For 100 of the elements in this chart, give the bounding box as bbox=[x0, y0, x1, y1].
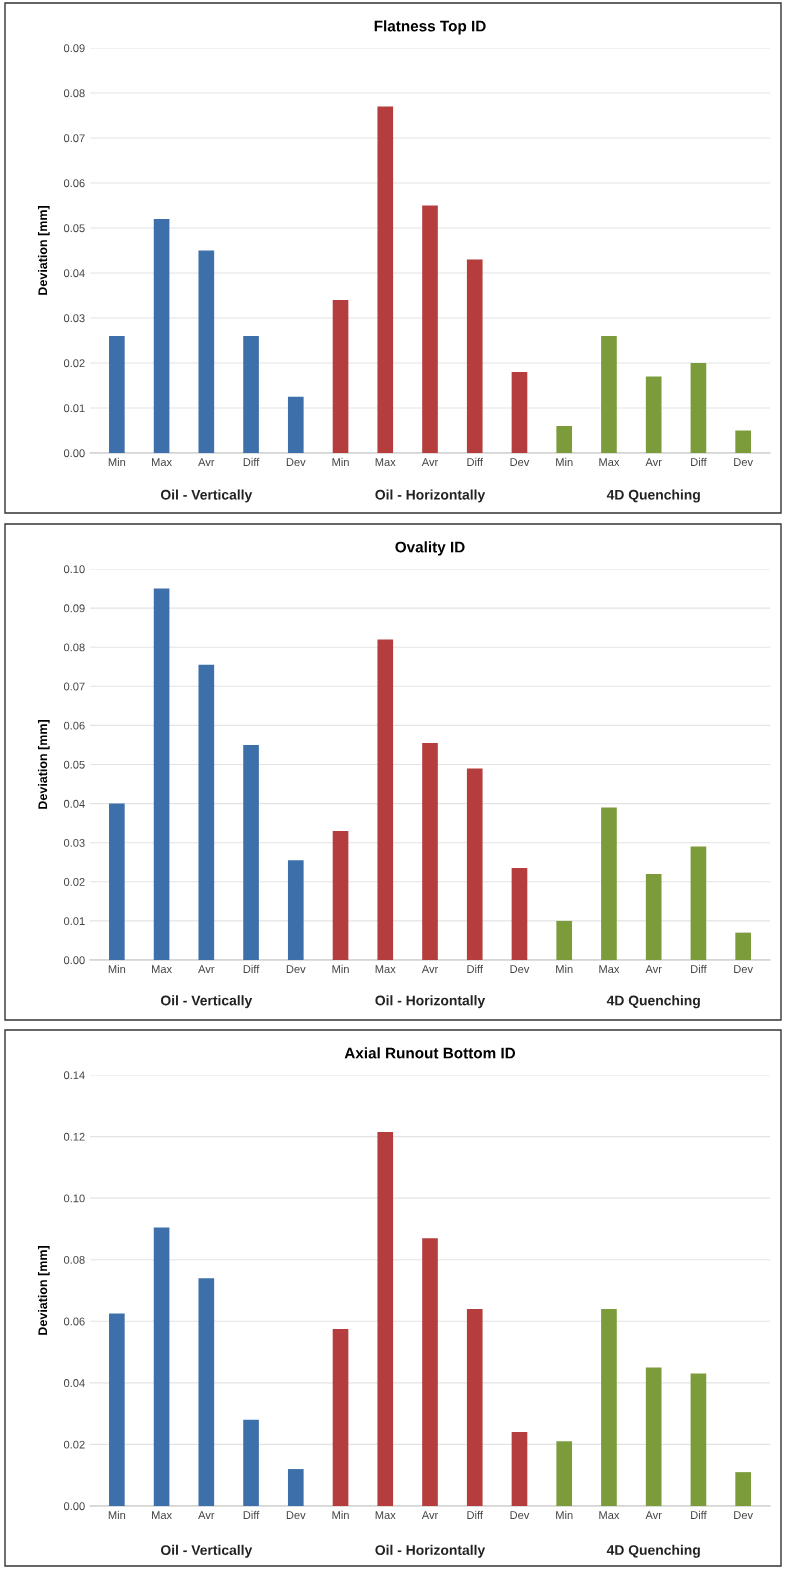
bar bbox=[645, 1367, 662, 1506]
x-tick-label: Dev bbox=[734, 965, 753, 974]
text: 4D Quenching bbox=[606, 489, 700, 503]
bar bbox=[422, 1238, 438, 1506]
x-tick-label: Min bbox=[332, 457, 349, 466]
y-tick-label: 0.14 bbox=[63, 1071, 85, 1080]
text: Oil - Horizontally bbox=[375, 995, 486, 1009]
x-tick-label: Diff bbox=[691, 457, 707, 466]
bar bbox=[198, 250, 215, 453]
x-tick-label: Diff bbox=[243, 457, 260, 466]
y-tick-label: 0.10 bbox=[63, 565, 85, 574]
bar bbox=[511, 868, 528, 960]
text: Oil - Vertically bbox=[160, 1544, 253, 1558]
text: Oil - Horizontally bbox=[375, 489, 486, 503]
x-tick-label: Diff bbox=[691, 1510, 707, 1519]
x-tick-label: Avr bbox=[198, 965, 215, 973]
chart-title: Flatness Top ID bbox=[374, 20, 486, 35]
x-tick-label: Avr bbox=[198, 458, 215, 466]
bar bbox=[377, 639, 394, 960]
y-axis-title: Deviation [mm] bbox=[37, 1246, 50, 1335]
bar bbox=[153, 1227, 170, 1506]
text: Oil - Horizontally bbox=[375, 1544, 486, 1558]
bar bbox=[287, 1469, 304, 1506]
y-tick-label: 0.01 bbox=[63, 404, 85, 413]
bar bbox=[466, 259, 483, 453]
x-tick-label: Min bbox=[108, 457, 126, 466]
x-tick-label: Max bbox=[152, 1511, 172, 1520]
bar bbox=[198, 664, 215, 960]
bar bbox=[466, 768, 483, 960]
y-tick-label: 0.03 bbox=[63, 838, 85, 847]
y-tick-label: 0.06 bbox=[63, 1317, 85, 1326]
bar bbox=[109, 803, 125, 960]
x-tick-label: Avr bbox=[421, 965, 439, 973]
y-axis-title: Deviation [mm] bbox=[37, 720, 50, 809]
x-tick-label: Max bbox=[599, 965, 620, 974]
x-tick-label: Avr bbox=[421, 458, 439, 466]
bar bbox=[511, 372, 528, 453]
bar bbox=[377, 1131, 394, 1506]
bar bbox=[466, 1308, 483, 1506]
x-tick-label: Avr bbox=[645, 458, 662, 466]
y-tick-label: 0.07 bbox=[63, 682, 85, 691]
x-tick-label: Avr bbox=[198, 1511, 215, 1519]
bar bbox=[601, 1308, 617, 1506]
chart-title: Axial Runout Bottom ID bbox=[344, 1047, 516, 1059]
y-tick-label: 0.08 bbox=[63, 89, 85, 98]
y-axis-title: Deviation [mm] bbox=[37, 206, 50, 295]
x-tick-label: Dev bbox=[286, 458, 306, 467]
y-tick-label: 0.09 bbox=[63, 604, 85, 613]
text: 4D Quenching bbox=[606, 1544, 700, 1558]
x-tick-label: Diff bbox=[691, 964, 707, 973]
bar bbox=[690, 846, 707, 960]
y-tick-label: 0.05 bbox=[63, 224, 85, 233]
bar bbox=[601, 807, 617, 960]
bar bbox=[198, 1278, 215, 1506]
x-tick-label: Diff bbox=[243, 964, 260, 973]
x-tick-label: Dev bbox=[286, 1511, 306, 1520]
y-tick-label: 0.00 bbox=[63, 449, 85, 458]
bar bbox=[332, 1328, 349, 1506]
y-tick-label: 0.07 bbox=[63, 134, 85, 143]
x-tick-label: Avr bbox=[645, 1511, 662, 1519]
x-tick-label: Diff bbox=[467, 457, 483, 466]
bar bbox=[109, 336, 125, 453]
x-tick-label: Max bbox=[375, 458, 396, 467]
y-tick-label: 0.00 bbox=[63, 1502, 85, 1511]
y-tick-label: 0.08 bbox=[63, 643, 85, 652]
y-tick-label: 0.06 bbox=[63, 179, 85, 188]
y-tick-label: 0.02 bbox=[63, 1440, 85, 1449]
y-tick-label: 0.04 bbox=[63, 1379, 85, 1387]
x-tick-label: Max bbox=[152, 458, 172, 467]
x-tick-label: Max bbox=[375, 1511, 396, 1520]
bar bbox=[153, 219, 170, 453]
bar bbox=[556, 426, 573, 453]
bar bbox=[287, 860, 304, 960]
y-tick-label: 0.03 bbox=[63, 314, 85, 323]
bar bbox=[511, 1432, 528, 1506]
y-tick-label: 0.01 bbox=[63, 917, 85, 926]
x-tick-label: Min bbox=[556, 457, 573, 466]
x-tick-label: Min bbox=[332, 964, 349, 973]
bar bbox=[645, 376, 662, 453]
text: 4D Quenching bbox=[606, 995, 700, 1009]
x-tick-label: Dev bbox=[734, 458, 753, 467]
x-tick-label: Dev bbox=[510, 1511, 530, 1520]
x-tick-label: Max bbox=[152, 965, 172, 974]
x-tick-label: Max bbox=[375, 965, 396, 974]
bar bbox=[556, 920, 573, 960]
bar bbox=[109, 1313, 125, 1506]
bar bbox=[287, 396, 304, 453]
x-tick-label: Dev bbox=[510, 965, 530, 974]
x-tick-label: Dev bbox=[510, 458, 530, 467]
x-tick-label: Dev bbox=[734, 1511, 753, 1520]
bar bbox=[243, 336, 259, 453]
y-tick-label: 0.04 bbox=[63, 269, 85, 278]
y-tick-label: 0.10 bbox=[63, 1194, 85, 1203]
bar bbox=[735, 430, 751, 453]
bar bbox=[690, 363, 707, 453]
x-tick-label: Avr bbox=[645, 965, 662, 973]
y-tick-label: 0.02 bbox=[63, 359, 85, 368]
y-tick-label: 0.04 bbox=[63, 799, 85, 808]
x-tick-label: Min bbox=[108, 964, 126, 973]
x-tick-label: Diff bbox=[467, 964, 483, 973]
